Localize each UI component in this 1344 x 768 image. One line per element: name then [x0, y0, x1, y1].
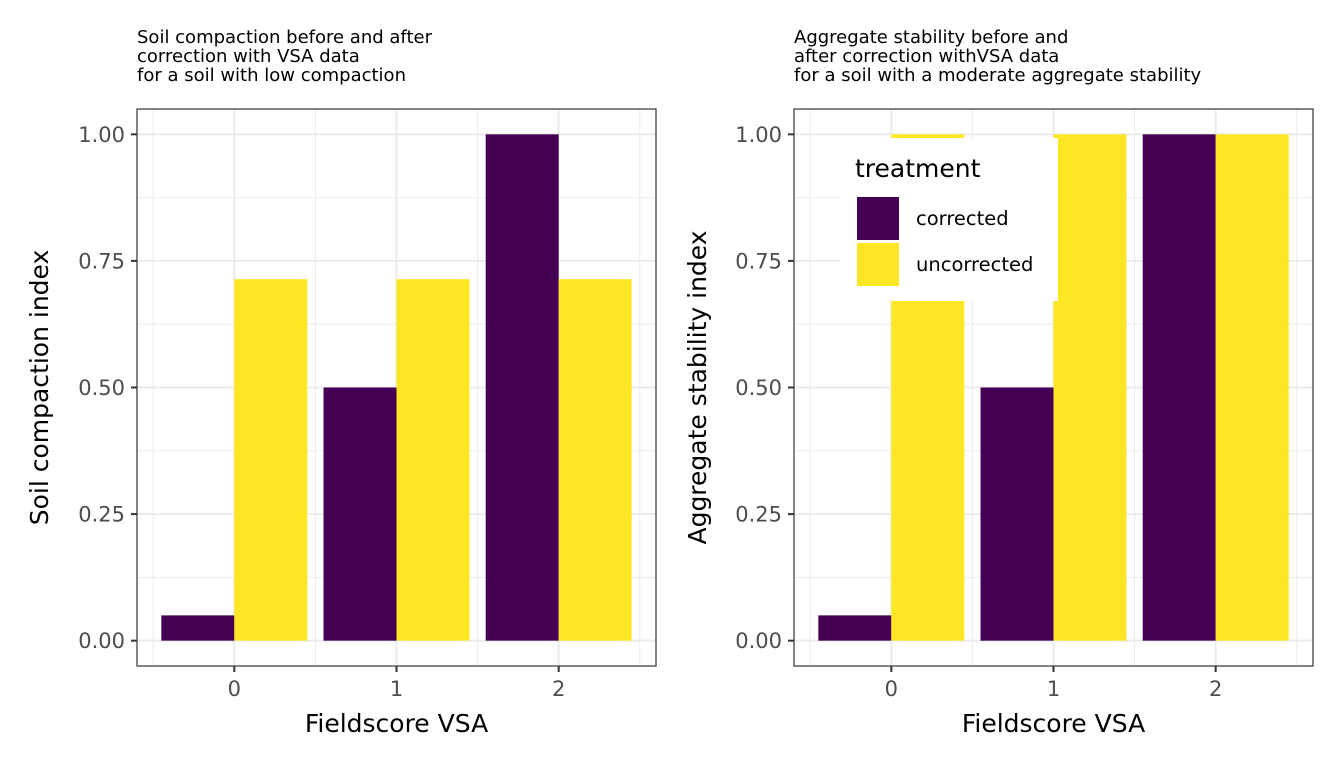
y-tick-label: 0.25: [78, 503, 125, 527]
bar-uncorrected-0: [234, 279, 308, 641]
bar-uncorrected-2: [558, 279, 632, 641]
x-axis-label: Fieldscore VSA: [962, 709, 1145, 738]
chart-title-line: correction with VSA data: [137, 46, 360, 67]
chart-title-line: for a soil with low compaction: [137, 65, 406, 86]
chart-panel-1: Soil compaction before and aftercorrecti…: [25, 27, 657, 738]
x-tick-label: 2: [552, 677, 565, 701]
bar-uncorrected-1: [1053, 134, 1127, 641]
bar-corrected-0: [161, 615, 235, 641]
y-tick-label: 0.00: [735, 629, 782, 653]
bar-corrected-1: [980, 387, 1054, 641]
x-tick-label: 2: [1209, 677, 1222, 701]
x-tick-label: 1: [1047, 677, 1060, 701]
bar-corrected-0: [818, 615, 892, 641]
y-axis-label: Soil compaction index: [25, 250, 54, 526]
bar-corrected-2: [485, 134, 559, 641]
y-tick-label: 0.25: [735, 503, 782, 527]
y-tick-label: 0.75: [735, 249, 782, 273]
bar-corrected-1: [323, 387, 397, 641]
legend: treatment corrected uncorrected: [840, 138, 1058, 301]
legend-label-uncorrected: uncorrected: [916, 253, 1033, 276]
chart-title-line: Aggregate stability before and: [794, 27, 1068, 48]
chart-title-line: Soil compaction before and after: [137, 27, 433, 48]
y-tick-label: 1.00: [78, 123, 125, 147]
y-tick-label: 0.75: [78, 249, 125, 273]
legend-key-corrected: [857, 197, 899, 240]
legend-title: treatment: [855, 154, 981, 183]
bar-uncorrected-2: [1215, 134, 1289, 641]
y-axis-label: Aggregate stability index: [683, 230, 712, 544]
y-tick-label: 0.50: [78, 376, 125, 400]
legend-label-corrected: corrected: [916, 207, 1009, 230]
legend-key-uncorrected: [857, 243, 899, 286]
y-tick-label: 0.00: [78, 629, 125, 653]
x-tick-label: 0: [228, 677, 241, 701]
chart-title-line: for a soil with a moderate aggregate sta…: [794, 65, 1202, 86]
x-tick-label: 1: [390, 677, 403, 701]
y-tick-label: 0.50: [735, 376, 782, 400]
bar-uncorrected-1: [396, 279, 470, 641]
bar-corrected-2: [1142, 134, 1216, 641]
x-axis-label: Fieldscore VSA: [305, 709, 488, 738]
x-tick-label: 0: [885, 677, 898, 701]
y-tick-label: 1.00: [735, 123, 782, 147]
chart-title-line: after correction withVSA data: [794, 46, 1059, 67]
